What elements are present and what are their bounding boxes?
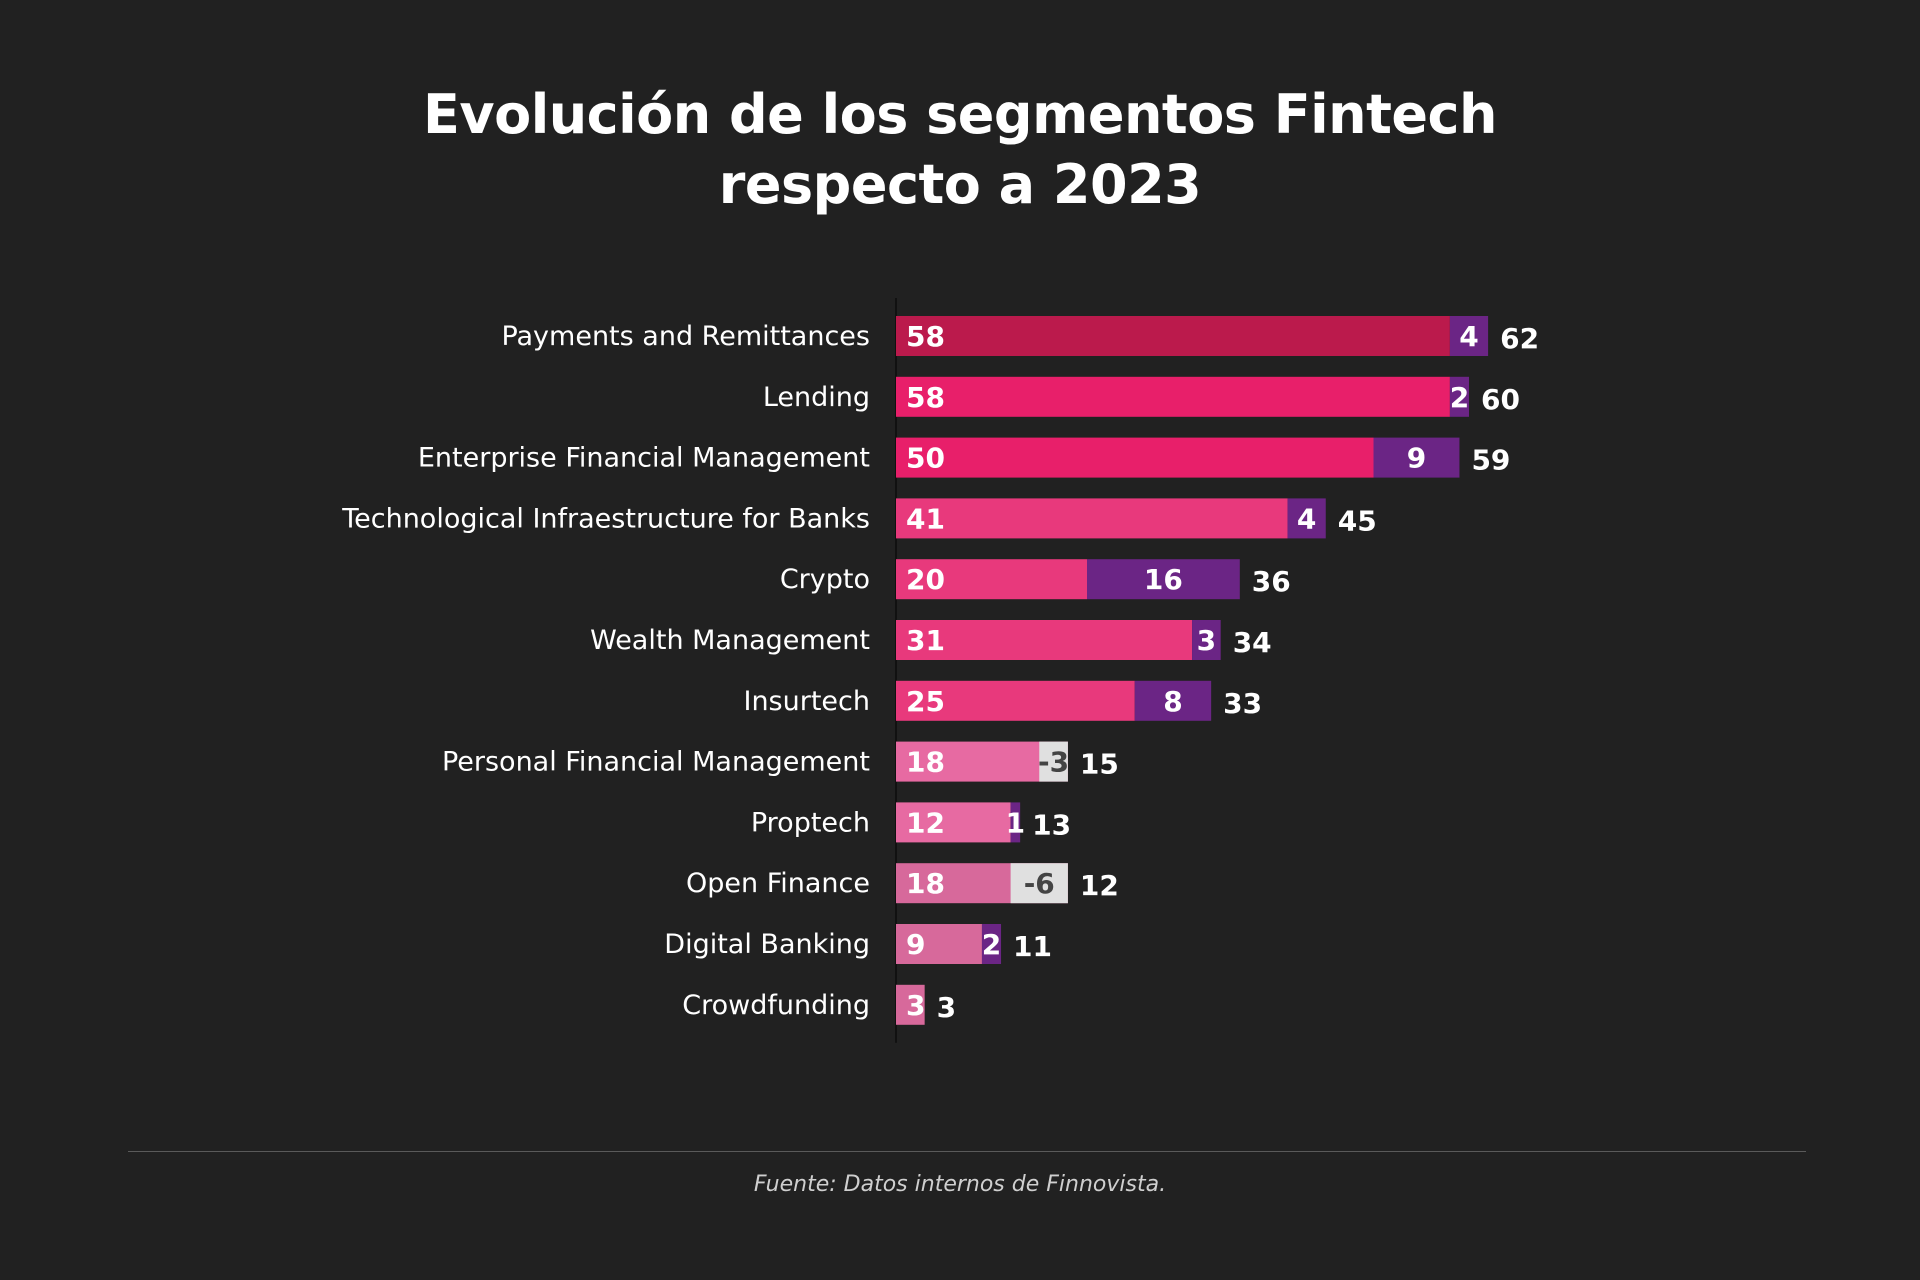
bar-row: Technological Infraestructure for Banks 4… xyxy=(341,498,1377,539)
base-bar xyxy=(896,316,1450,356)
chart-title: Evolución de los segmentos Fintech respe… xyxy=(0,80,1920,220)
base-value-label: 3 xyxy=(906,989,925,1022)
bar-row: Personal Financial Management 18 -3 15 xyxy=(442,741,1119,782)
category-label: Wealth Management xyxy=(590,625,870,656)
bar-row: Open Finance 18 -6 12 xyxy=(686,863,1119,904)
base-bar xyxy=(896,924,982,964)
total-value-label: 15 xyxy=(1080,748,1119,781)
change-value-label: 2 xyxy=(1450,381,1469,414)
change-bar-positive xyxy=(981,924,1002,964)
change-bar-positive xyxy=(1010,802,1021,843)
base-bar xyxy=(896,437,1374,478)
category-label: Insurtech xyxy=(743,686,870,717)
category-label: Personal Financial Management xyxy=(442,747,870,778)
change-bar-positive xyxy=(1449,316,1489,356)
total-value-label: 13 xyxy=(1032,808,1071,841)
base-value-label: 25 xyxy=(906,685,945,718)
base-value-label: 50 xyxy=(906,442,945,475)
footer-divider xyxy=(128,1151,1806,1152)
base-value-label: 31 xyxy=(906,624,945,657)
base-bar xyxy=(896,984,925,1025)
total-value-label: 62 xyxy=(1500,322,1539,355)
category-label: Enterprise Financial Management xyxy=(418,443,870,474)
base-value-label: 41 xyxy=(906,502,945,535)
total-value-label: 60 xyxy=(1481,383,1520,416)
total-value-label: 59 xyxy=(1471,444,1510,477)
change-value-label: 4 xyxy=(1459,320,1478,353)
bar-row: Lending 58 2 60 xyxy=(763,376,1520,417)
category-label: Open Finance xyxy=(686,868,870,899)
base-bar xyxy=(896,620,1193,660)
category-label: Crowdfunding xyxy=(682,990,870,1021)
bar-row: Crypto 20 16 36 xyxy=(780,559,1291,600)
change-value-label: 9 xyxy=(1407,442,1426,475)
change-value-label: 1 xyxy=(1006,806,1025,839)
change-bar-negative xyxy=(1010,863,1068,904)
change-bar-positive xyxy=(1087,559,1240,600)
category-label: Lending xyxy=(763,382,870,413)
category-label: Crypto xyxy=(780,564,870,595)
base-bar xyxy=(896,802,1011,843)
bar-row: Digital Banking 9 2 11 xyxy=(664,924,1052,964)
change-value-label: -6 xyxy=(1024,867,1055,900)
total-value-label: 36 xyxy=(1252,565,1291,598)
bar-row: Wealth Management 31 3 34 xyxy=(590,620,1272,660)
total-value-label: 12 xyxy=(1080,869,1119,902)
change-bar-positive xyxy=(1449,376,1469,417)
base-value-label: 58 xyxy=(906,320,945,353)
bar-row: Proptech 12 1 13 xyxy=(751,802,1071,843)
change-bar-positive xyxy=(1192,620,1221,660)
category-label: Payments and Remittances xyxy=(501,321,870,352)
change-value-label: 16 xyxy=(1144,563,1183,596)
total-value-label: 3 xyxy=(937,991,956,1024)
total-value-label: 11 xyxy=(1013,930,1052,963)
source-note: Fuente: Datos internos de Finnovista. xyxy=(753,1172,1167,1197)
bar-row: Payments and Remittances 58 4 62 xyxy=(501,316,1539,356)
bar-row: Enterprise Financial Management 50 9 59 xyxy=(418,437,1510,478)
base-bar xyxy=(896,559,1087,600)
base-value-label: 18 xyxy=(906,746,945,779)
base-value-label: 20 xyxy=(906,563,945,596)
change-value-label: -3 xyxy=(1038,746,1069,779)
base-bar xyxy=(896,498,1288,539)
change-bar-positive xyxy=(1287,498,1326,539)
total-value-label: 34 xyxy=(1233,626,1272,659)
base-value-label: 9 xyxy=(906,928,925,961)
change-bar-positive xyxy=(1373,437,1460,478)
chart-title-line2: respecto a 2023 xyxy=(718,153,1202,216)
change-bar-positive xyxy=(1134,680,1212,721)
category-label: Proptech xyxy=(751,807,870,838)
base-bar xyxy=(896,376,1450,417)
base-value-label: 58 xyxy=(906,381,945,414)
chart-title-line1: Evolución de los segmentos Fintech xyxy=(423,83,1497,146)
change-bar-negative xyxy=(1039,741,1068,782)
bar-row: Crowdfunding 3 3 xyxy=(682,984,956,1025)
change-value-label: 3 xyxy=(1197,624,1216,657)
total-value-label: 33 xyxy=(1223,687,1262,720)
change-value-label: 8 xyxy=(1163,685,1182,718)
category-label: Digital Banking xyxy=(664,929,870,960)
total-value-label: 45 xyxy=(1338,504,1377,537)
change-value-label: 2 xyxy=(982,928,1001,961)
base-bar xyxy=(896,680,1135,721)
bar-row: Insurtech 25 8 33 xyxy=(743,680,1262,721)
base-value-label: 12 xyxy=(906,806,945,839)
change-value-label: 4 xyxy=(1297,502,1316,535)
base-value-label: 18 xyxy=(906,867,945,900)
category-label: Technological Infraestructure for Banks xyxy=(341,503,870,534)
